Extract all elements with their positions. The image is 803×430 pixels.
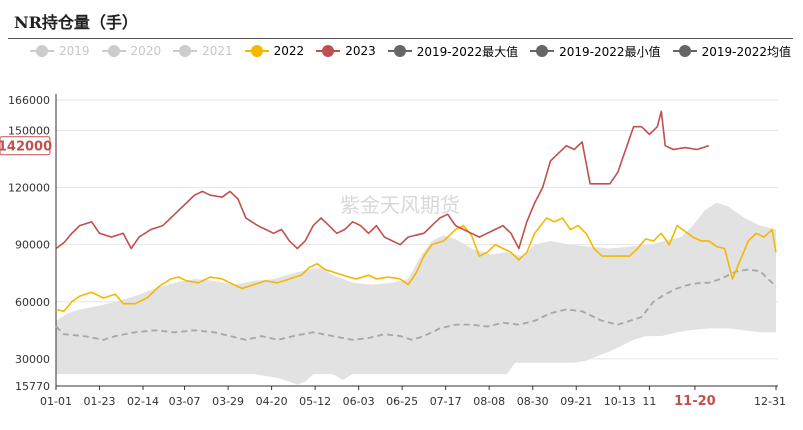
legend-label: 2019-2022最大值	[416, 44, 519, 59]
x-tick-label: 10-13	[604, 395, 636, 408]
chart-title: NR持仓量（手）	[14, 13, 138, 32]
legend-item-2019-2022均值[interactable]: 2019-2022均值	[672, 43, 791, 60]
x-tick-label: 11	[642, 395, 656, 408]
x-tick-label: 01-01	[40, 395, 72, 408]
legend-item-2021[interactable]: 2021	[173, 44, 233, 58]
legend-marker	[101, 45, 126, 57]
series-line-2022	[55, 217, 777, 313]
legend-marker	[672, 45, 697, 57]
x-tick-label: 05-12	[299, 395, 331, 408]
legend-item-2022[interactable]: 2022	[244, 44, 305, 58]
y-tick-label: 150000	[8, 124, 50, 137]
legend-marker	[173, 45, 198, 57]
x-tick-label: 03-29	[212, 395, 244, 408]
x-tick-label: 09-21	[560, 395, 592, 408]
legend-label: 2019	[59, 44, 90, 58]
y-tick-label: 90000	[15, 239, 50, 252]
chart-legend: 2019 2020 2021 2022 2023 2019-2022最大值 2019-202…	[30, 42, 791, 60]
series-line-2023	[55, 110, 710, 250]
x-tick-label: 12-31	[754, 395, 786, 408]
x-tick-label: 06-03	[343, 395, 375, 408]
y-tick-label: 15770	[15, 380, 50, 393]
watermark: 紫金天风期货	[340, 193, 460, 217]
x-tick-label: 03-07	[169, 395, 201, 408]
legend-marker	[244, 45, 269, 57]
legend-marker	[387, 45, 412, 57]
x-tick-label: 02-14	[127, 395, 159, 408]
x-tick-label: 01-23	[84, 395, 116, 408]
legend-label: 2021	[202, 44, 233, 58]
legend-label: 2019-2022最小值	[559, 44, 661, 59]
legend-label: 2022	[273, 44, 305, 58]
x-tick-label: 07-17	[430, 395, 462, 408]
legend-item-2019-2022最小值[interactable]: 2019-2022最小值	[530, 43, 661, 60]
y-value-tag-box	[0, 136, 51, 156]
x-tick-label: 08-30	[517, 395, 549, 408]
x-tick-label: 11-20	[674, 394, 716, 409]
legend-marker	[530, 45, 555, 57]
legend-label: 2019-2022均值	[701, 44, 791, 59]
y-tick-label: 60000	[15, 296, 50, 309]
legend-marker	[30, 45, 54, 57]
legend-label: 2023	[345, 44, 376, 58]
series-line-2019-2022均值	[55, 268, 777, 341]
legend-label: 2020	[130, 44, 162, 58]
x-tick-label: 04-20	[256, 395, 288, 408]
y-tick-label: 166000	[8, 94, 50, 107]
max-min-band	[56, 202, 776, 385]
legend-marker	[316, 45, 341, 57]
y-tick-label: 30000	[15, 353, 50, 366]
x-tick-label: 08-08	[473, 395, 505, 408]
x-tick-label: 06-25	[386, 395, 418, 408]
title-divider	[8, 38, 793, 39]
y-tick-label: 120000	[8, 182, 50, 195]
y-value-tag: 142000	[0, 140, 52, 155]
legend-item-2019-2022最大值[interactable]: 2019-2022最大值	[387, 43, 519, 60]
legend-item-2023[interactable]: 2023	[316, 44, 376, 58]
legend-item-2020[interactable]: 2020	[101, 44, 162, 58]
legend-item-2019[interactable]: 2019	[30, 44, 90, 58]
